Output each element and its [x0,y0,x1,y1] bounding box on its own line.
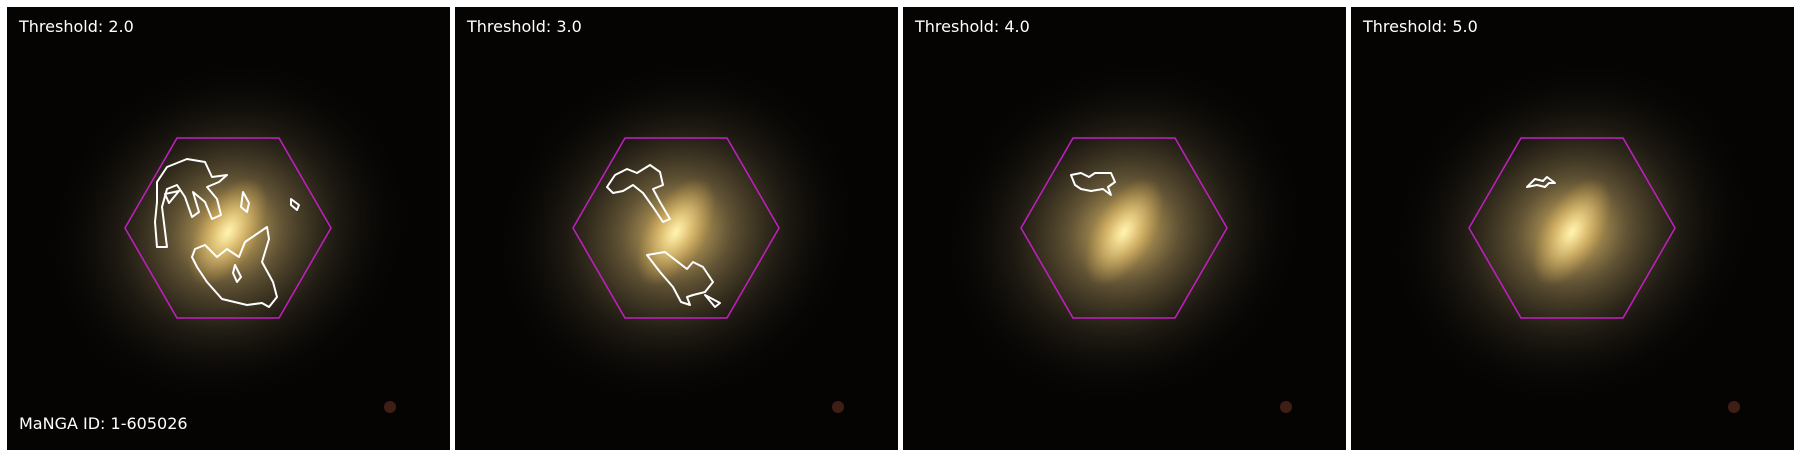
ifu-hexagon [124,137,332,319]
ifu-hexagon [572,137,780,319]
ifu-hexagon [1468,137,1676,319]
image-panel-threshold-4: Threshold: 4.0 [903,7,1346,450]
threshold-label: Threshold: 4.0 [915,17,1030,36]
galaxy-image [903,7,1346,450]
threshold-label: Threshold: 3.0 [467,17,582,36]
contour-lines [1526,176,1556,188]
contour-lines [154,158,300,308]
image-panel-threshold-3: Threshold: 3.0 [455,7,898,450]
contour-lines [606,164,721,308]
manga-id-label: MaNGA ID: 1-605026 [19,414,188,433]
image-panel-threshold-2: Threshold: 2.0 MaNGA ID: 1-605026 [7,7,450,450]
galaxy-image [1351,7,1794,450]
contour-lines [1070,172,1116,196]
threshold-label: Threshold: 5.0 [1363,17,1478,36]
galaxy-image [7,7,450,450]
threshold-label: Threshold: 2.0 [19,17,134,36]
galaxy-image [455,7,898,450]
image-panel-threshold-5: Threshold: 5.0 [1351,7,1794,450]
ifu-hexagon [1020,137,1228,319]
